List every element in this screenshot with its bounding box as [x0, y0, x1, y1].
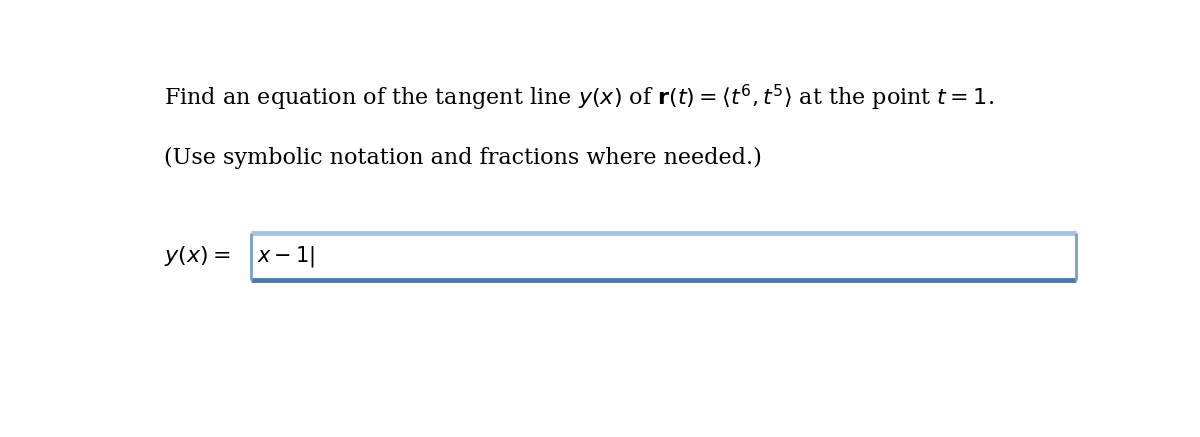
- Bar: [251, 233, 1076, 280]
- Text: Find an equation of the tangent line $\it{y}(\it{x})$ of $\mathbf{r}(\it{t}) = \: Find an equation of the tangent line $\i…: [164, 83, 994, 113]
- Text: $\it{y}(\it{x}) =$: $\it{y}(\it{x}) =$: [164, 244, 230, 268]
- Text: (Use symbolic notation and fractions where needed.): (Use symbolic notation and fractions whe…: [164, 147, 762, 169]
- Text: $\it{x} - 1|$: $\it{x} - 1|$: [257, 244, 316, 269]
